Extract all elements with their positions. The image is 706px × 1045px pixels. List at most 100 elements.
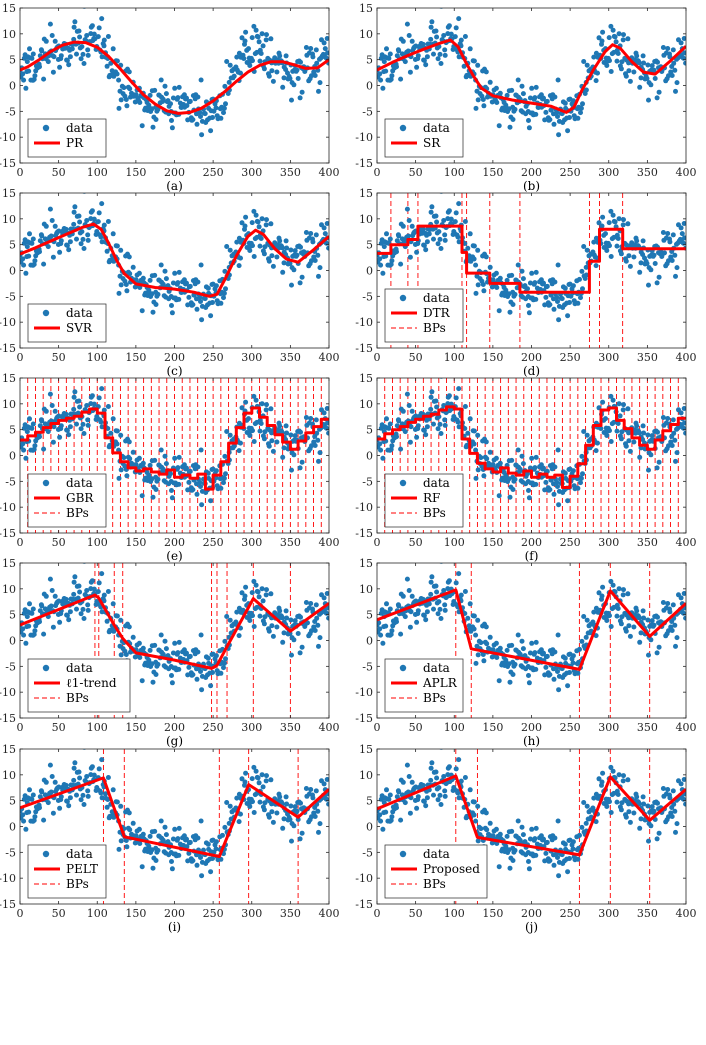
data-point	[388, 76, 394, 82]
x-tick-label: 250	[560, 351, 581, 364]
data-point	[437, 236, 443, 242]
data-point	[520, 832, 526, 838]
data-point	[137, 655, 143, 660]
x-tick-label: 0	[374, 351, 381, 364]
data-point	[627, 819, 633, 825]
y-tick-label: 0	[366, 450, 373, 463]
data-point	[268, 591, 274, 597]
data-point	[114, 243, 120, 249]
data-point	[606, 220, 612, 226]
data-point	[20, 626, 26, 632]
data-point	[494, 285, 500, 290]
data-point	[467, 601, 473, 607]
y-tick-label: 5	[366, 239, 373, 252]
data-point	[101, 592, 107, 598]
data-point	[665, 46, 671, 51]
data-point	[96, 580, 102, 586]
data-point	[591, 54, 597, 60]
data-point	[420, 41, 426, 47]
data-point	[74, 606, 79, 612]
data-point	[57, 619, 63, 625]
x-tick-label: 0	[374, 721, 381, 734]
data-point	[284, 801, 290, 807]
data-point	[308, 46, 314, 51]
data-point	[251, 208, 257, 214]
data-point	[634, 608, 640, 614]
data-point	[170, 650, 176, 656]
data-point	[672, 622, 678, 628]
data-point	[618, 807, 624, 813]
panel-caption: (g)	[166, 734, 183, 748]
data-point	[421, 799, 427, 804]
data-point	[596, 776, 602, 782]
data-point	[426, 601, 432, 607]
data-point	[49, 33, 55, 38]
data-point	[280, 269, 286, 275]
data-point	[23, 455, 29, 461]
data-point	[484, 456, 490, 462]
data-point	[580, 101, 585, 107]
data-point	[170, 836, 176, 842]
x-tick-label: 200	[521, 536, 542, 549]
data-point	[118, 652, 124, 658]
data-point	[507, 679, 513, 685]
data-point	[494, 100, 500, 105]
data-point	[547, 302, 553, 308]
data-point	[71, 24, 77, 30]
data-point	[153, 487, 159, 492]
data-point	[380, 826, 386, 832]
legend-fit-label: APLR	[422, 676, 458, 690]
data-point	[547, 117, 553, 123]
data-point	[118, 617, 124, 623]
data-point	[303, 415, 309, 420]
data-point	[604, 248, 610, 253]
data-point	[562, 285, 568, 291]
x-tick-label: 400	[319, 536, 340, 549]
data-point	[256, 224, 262, 230]
data-point	[380, 85, 386, 91]
data-point	[398, 446, 404, 452]
data-point	[552, 94, 558, 100]
data-point	[428, 579, 434, 585]
data-point	[448, 401, 454, 407]
data-point	[529, 270, 535, 276]
data-point	[428, 36, 434, 42]
data-point	[414, 805, 420, 811]
y-tick-label: 0	[9, 635, 16, 648]
data-point	[679, 231, 685, 237]
x-tick-label: 150	[125, 536, 146, 549]
data-point	[384, 601, 389, 607]
data-point	[297, 836, 303, 842]
data-point	[386, 796, 392, 802]
data-point	[674, 80, 680, 86]
data-point	[429, 204, 435, 210]
data-point	[656, 89, 662, 95]
data-point	[315, 437, 321, 443]
data-point	[268, 406, 274, 412]
chart-panel-b: 0 50 100 150 200 250 300 350 400151050-5-10-15(b…	[355, 2, 696, 193]
data-point	[506, 106, 512, 112]
data-point	[554, 295, 560, 300]
data-point	[72, 204, 78, 210]
data-point	[473, 818, 479, 824]
data-point	[262, 614, 268, 620]
data-point	[269, 253, 275, 259]
data-point	[408, 424, 414, 430]
data-point	[78, 611, 84, 617]
y-tick-label: 15	[359, 372, 373, 385]
data-point	[221, 110, 226, 116]
data-point	[541, 95, 546, 101]
data-point	[456, 16, 462, 22]
x-tick-label: 350	[280, 351, 301, 364]
data-point	[251, 624, 257, 629]
data-point	[43, 408, 49, 414]
data-point	[471, 428, 477, 434]
data-point	[446, 393, 452, 399]
plot-content	[20, 8, 329, 138]
data-point	[190, 487, 196, 493]
data-point	[279, 615, 285, 621]
data-point	[527, 280, 533, 286]
legend-fit-label: RF	[423, 491, 440, 505]
data-point	[404, 206, 410, 212]
